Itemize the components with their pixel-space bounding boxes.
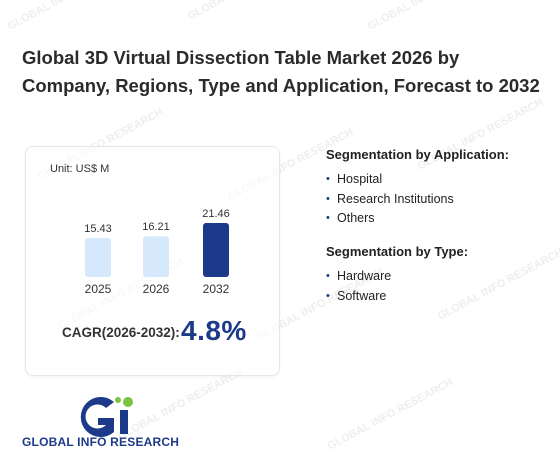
cagr-label: CAGR(2026-2032): xyxy=(62,325,180,340)
watermark-text: GLOBAL INFO RESEARCH xyxy=(186,0,316,23)
watermark-text: GLOBAL INFO RESEARCH xyxy=(326,376,456,453)
list-item: Hardware xyxy=(326,267,556,287)
watermark-text: GLOBAL INFO RESEARCH xyxy=(366,0,496,33)
logo-text: GLOBAL INFO RESEARCH xyxy=(22,435,180,449)
bar-chart: 15.43 2025 16.21 2026 21.46 2032 xyxy=(84,208,230,296)
category-label-2026: 2026 xyxy=(143,282,170,296)
segmentation-type-title: Segmentation by Type: xyxy=(326,244,469,259)
segmentation-application: Segmentation by Application: Hospital Re… xyxy=(326,147,556,229)
bar-2026 xyxy=(143,236,169,277)
category-label-2025: 2025 xyxy=(85,282,112,296)
bar-2032 xyxy=(203,223,229,277)
segmentation-type: Segmentation by Type: Hardware Software xyxy=(326,244,556,306)
chart-unit-label: Unit: US$ M xyxy=(50,163,110,175)
category-label-2032: 2032 xyxy=(203,282,230,296)
value-label-2026: 16.21 xyxy=(142,221,170,233)
list-item: Research Institutions xyxy=(326,190,556,210)
chart-card: Unit: US$ M 15.43 2025 16.21 2026 21.46 2032 … xyxy=(25,146,280,376)
list-item: Hospital xyxy=(326,170,556,190)
segmentation-application-title: Segmentation by Application: xyxy=(326,147,509,162)
list-item: Software xyxy=(326,287,556,307)
page-title: Global 3D Virtual Dissection Table Marke… xyxy=(22,47,540,96)
gir-logo xyxy=(80,397,133,437)
value-label-2025: 15.43 xyxy=(84,223,112,235)
cagr-value: 4.8% xyxy=(181,315,247,346)
type-list: Hardware Software xyxy=(326,267,556,306)
value-label-2032: 21.46 xyxy=(202,208,230,220)
bar-2025 xyxy=(85,238,111,277)
watermark-text: GLOBAL INFO RESEARCH xyxy=(6,0,136,33)
application-list: Hospital Research Institutions Others xyxy=(326,170,556,229)
list-item: Others xyxy=(326,209,556,229)
